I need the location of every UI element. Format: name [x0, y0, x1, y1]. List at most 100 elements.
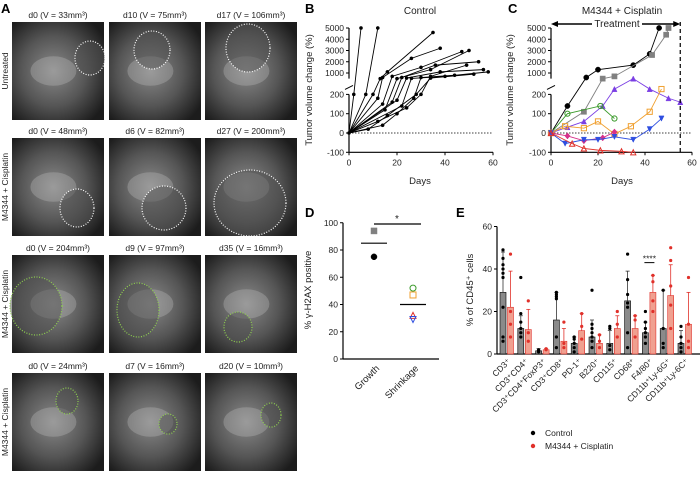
point-control	[661, 326, 665, 331]
image-caption: d20 (V = 10mm³)	[219, 361, 283, 371]
chart-c-data-point	[658, 85, 665, 93]
point-treated	[686, 346, 691, 350]
image-caption: d17 (V = 106mm³)	[217, 10, 286, 20]
chart-c-data-point	[658, 115, 665, 122]
chart-b-data-point	[380, 75, 385, 80]
chart-b-data-point	[428, 67, 433, 72]
point-control	[608, 348, 612, 352]
panel-label-e: E	[456, 205, 465, 220]
point-control	[643, 331, 648, 335]
chart-c-data-point	[630, 136, 637, 143]
point-control	[661, 346, 665, 350]
row-label: M4344 + Cisplatin	[0, 270, 10, 339]
kidney-region	[223, 289, 270, 319]
panel-e: E % of CD45⁺ cells 0204060CD3⁺CD3⁺CD4⁺CD…	[456, 205, 700, 451]
image-caption: d0 (V = 24mm³)	[28, 361, 87, 371]
y-tick-label: 4000	[325, 34, 344, 44]
y-tick-label: 3000	[527, 46, 546, 56]
kidney-region	[30, 56, 77, 86]
treatment-label-bg	[592, 17, 642, 30]
point-control	[626, 331, 630, 335]
bar-treated	[685, 323, 692, 355]
y-tick-label: 60	[483, 222, 493, 232]
point-control	[501, 335, 505, 339]
chart-c-data-point	[656, 25, 662, 31]
point-treated	[651, 299, 655, 303]
chart-c-ylabel: Tumor volume change (%)	[505, 34, 516, 146]
y-tick-label: 0	[333, 354, 338, 364]
chart-b-title: Control	[404, 6, 436, 17]
point-control	[679, 341, 683, 345]
chart-d: 0 20 40 60 80 100 Growth Shrinkage *	[324, 214, 439, 401]
chart-b-data-point	[464, 63, 469, 67]
chart-c-data-point	[580, 118, 587, 125]
y-tick-label: 80	[329, 245, 339, 255]
point-control	[501, 248, 505, 252]
point-treated	[686, 275, 691, 280]
x-tick-label: 40	[440, 157, 450, 167]
y-tick-label: 1000	[527, 68, 546, 78]
y-tick-label: 100	[330, 109, 344, 119]
chart-b-data-point	[385, 70, 390, 74]
point-control	[519, 326, 523, 331]
point-control	[501, 263, 505, 267]
bar-treated	[613, 328, 621, 355]
chart-c-data-point	[630, 75, 637, 82]
image-caption: d35 (V = 16mm³)	[219, 243, 283, 253]
point-treated	[508, 252, 513, 256]
point-treated	[544, 348, 548, 352]
chart-c-series-line	[550, 105, 615, 134]
chart-c-data-point	[562, 123, 569, 130]
point-control	[643, 309, 648, 314]
point-control	[519, 275, 523, 280]
point-treated	[651, 280, 655, 284]
chart-c-title: M4344 + Cisplatin	[582, 6, 662, 17]
treatment-arrow-left-head	[551, 21, 558, 27]
kidney-region	[30, 407, 77, 437]
point-treated	[597, 333, 602, 337]
chart-b-data-point	[481, 67, 486, 72]
tumor-outline	[260, 402, 282, 428]
point-treated	[597, 339, 602, 343]
chart-c-data-point	[595, 66, 601, 73]
chart-b-data-point	[428, 74, 433, 79]
point-control	[590, 331, 594, 335]
point-control	[679, 350, 683, 354]
y-tick-label: -100	[529, 147, 546, 157]
chart-b-series-line	[348, 47, 441, 134]
significance-label: *	[395, 214, 399, 225]
chart-b-data-point	[359, 26, 363, 30]
chart-c-series-line	[550, 132, 634, 153]
point-treated	[562, 341, 566, 345]
chart-b-series-line	[348, 73, 474, 134]
chart-c-series-line	[550, 27, 669, 134]
mri-image	[205, 373, 297, 471]
point-treated	[633, 318, 637, 322]
point-treated	[686, 339, 691, 343]
chart-c-data-point	[594, 136, 602, 143]
point-treated	[526, 299, 530, 303]
chart-c-data-point	[564, 132, 571, 140]
chart-b-data-point	[409, 56, 414, 61]
kidney-region	[223, 407, 270, 437]
chart-b-data-point	[395, 76, 399, 81]
row-label: Untreated	[0, 52, 10, 90]
chart-c-data-point	[646, 108, 653, 115]
point-treated	[669, 246, 673, 250]
point-control	[501, 267, 505, 271]
point-control	[679, 346, 683, 350]
point-control	[537, 350, 541, 354]
point-control	[643, 326, 648, 331]
point-treated	[508, 322, 513, 326]
y-tick-label: 1000	[325, 68, 344, 78]
chart-b-series-line	[348, 74, 455, 134]
chart-c-data-point	[580, 125, 587, 132]
point-control	[626, 305, 630, 309]
point-control	[590, 339, 594, 343]
legend-label-treated: M4344 + Cisplatin	[545, 441, 614, 451]
x-tick-label: Growth	[353, 363, 382, 392]
chart-b-data-point	[363, 92, 368, 97]
chart-c-data-point	[580, 144, 588, 152]
